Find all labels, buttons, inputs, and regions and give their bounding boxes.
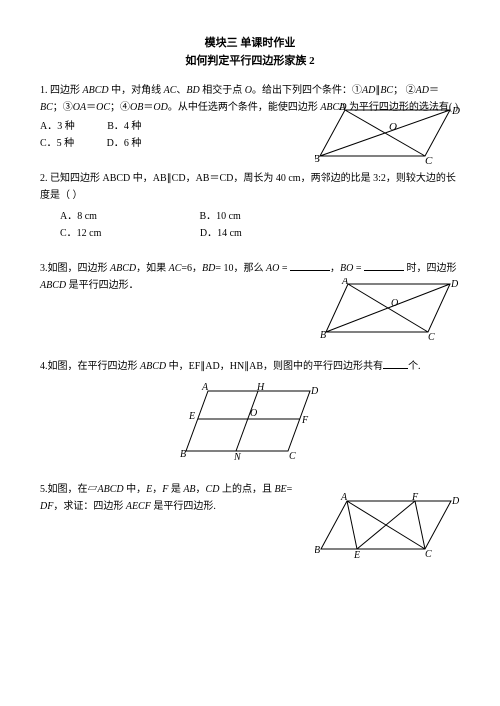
header-line2: 如何判定平行四边形家族 2 [40, 53, 460, 71]
p2-optB: B．10 cm [199, 208, 240, 225]
problem-2-options: A．8 cm B．10 cm C．12 cm D．14 cm [40, 208, 460, 242]
svg-text:D: D [451, 105, 460, 117]
header-line1: 模块三 单课时作业 [40, 35, 460, 53]
svg-text:C: C [425, 549, 432, 560]
svg-text:O: O [389, 121, 397, 133]
problem-5: 5.如图，在▱ABCD 中，E，F 是 AB，CD 上的点，且 BE= DF，求… [40, 481, 460, 561]
blank-bo [364, 261, 404, 271]
figure-5: A F D B E C [315, 493, 460, 561]
svg-text:A: A [338, 104, 346, 113]
svg-text:D: D [450, 279, 459, 290]
blank-p4 [383, 359, 408, 369]
svg-text:B: B [320, 330, 326, 341]
svg-text:E: E [353, 550, 360, 561]
blank-ao [290, 261, 330, 271]
problem-3: 3.如图，四边形 ABCD，如果 AC=6，BD= 10，那么 AO = ，BO… [40, 260, 460, 340]
svg-text:F: F [411, 493, 419, 503]
svg-text:F: F [301, 415, 309, 426]
problem-1: 1. 四边形 ABCD 中，对角线 AC、BD 相交于点 O。给出下列四个条件：… [40, 82, 460, 152]
figure-4: A H D E F B N C O [180, 383, 320, 463]
svg-text:H: H [256, 383, 265, 393]
svg-text:D: D [310, 386, 319, 397]
figure-3: A D B C O [320, 278, 460, 344]
svg-text:N: N [233, 452, 242, 463]
p1-optB: B．4 种 [107, 118, 141, 135]
svg-text:A: A [340, 493, 348, 503]
p1-optC: C．5 种 [40, 135, 74, 152]
figure-1: A D B C O [315, 104, 460, 166]
svg-text:B: B [315, 545, 320, 556]
problem-2-text: 2. 已知四边形 ABCD 中，AB∥CD，AB＝CD，周长为 40 cm，两邻… [40, 170, 460, 204]
svg-text:C: C [425, 155, 433, 166]
svg-text:O: O [391, 298, 398, 309]
p1-optD: D．6 种 [107, 135, 142, 152]
svg-text:C: C [289, 451, 296, 462]
p1-optA: A．3 种 [40, 118, 75, 135]
p2-optC: C．12 cm [60, 225, 101, 242]
svg-text:A: A [201, 383, 209, 393]
problem-4: 4.如图，在平行四边形 ABCD 中，EF∥AD，HN∥AB，则图中的平行四边形… [40, 358, 460, 463]
svg-text:B: B [315, 153, 320, 165]
problem-2: 2. 已知四边形 ABCD 中，AB∥CD，AB＝CD，周长为 40 cm，两邻… [40, 170, 460, 242]
svg-text:B: B [180, 449, 186, 460]
svg-text:D: D [451, 496, 460, 507]
svg-text:A: A [341, 278, 349, 287]
svg-text:O: O [250, 408, 257, 419]
svg-text:C: C [428, 332, 435, 343]
p2-optA: A．8 cm [60, 208, 97, 225]
p2-optD: D．14 cm [200, 225, 242, 242]
problem-4-text: 4.如图，在平行四边形 ABCD 中，EF∥AD，HN∥AB，则图中的平行四边形… [40, 358, 460, 375]
svg-text:E: E [188, 411, 195, 422]
worksheet-header: 模块三 单课时作业 如何判定平行四边形家族 2 [40, 35, 460, 70]
